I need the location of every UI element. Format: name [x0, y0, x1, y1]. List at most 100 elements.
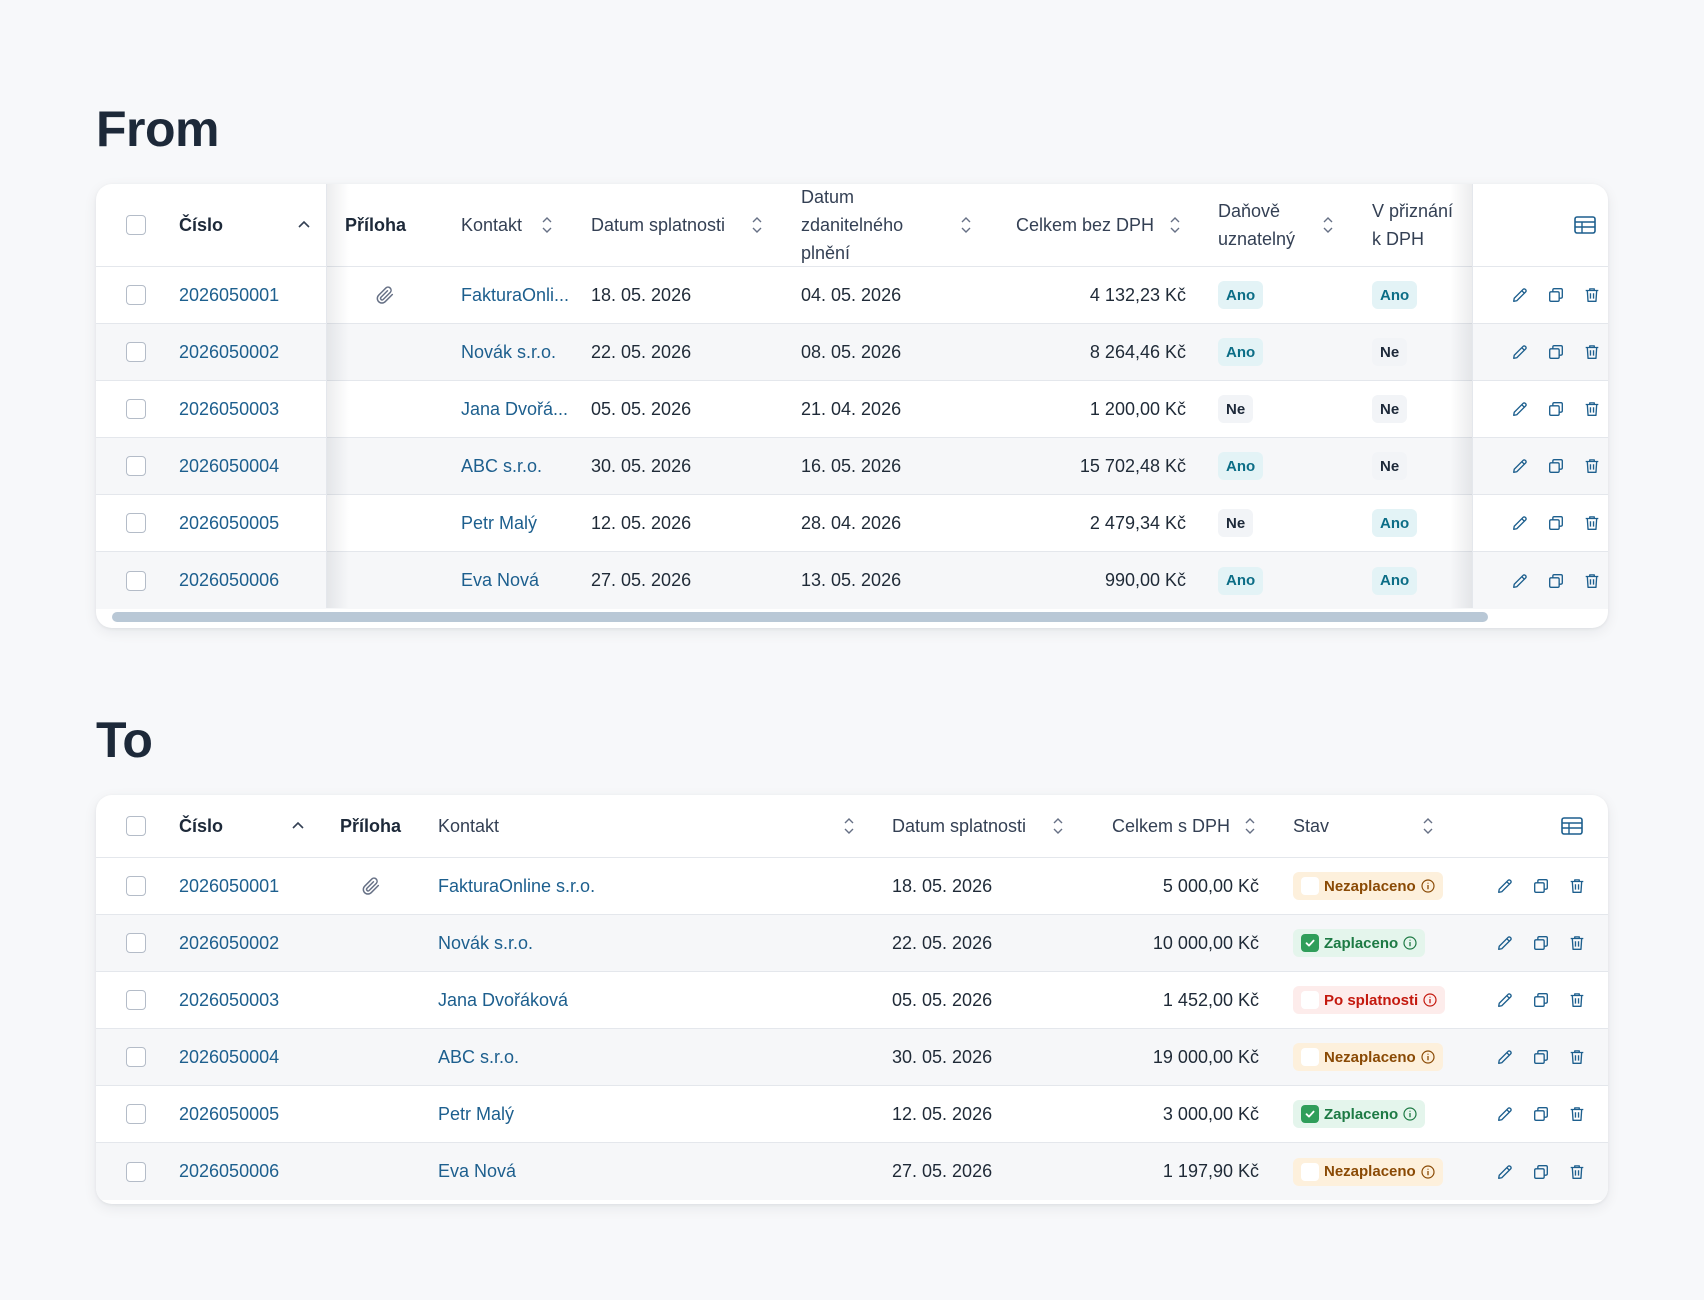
- status-checkbox[interactable]: [1301, 1162, 1319, 1181]
- pencil-icon[interactable]: [1496, 877, 1514, 895]
- pencil-icon[interactable]: [1511, 286, 1529, 304]
- trash-icon[interactable]: [1568, 1163, 1586, 1181]
- table-row[interactable]: 2026050003 Jana Dvořáková 05. 05. 2026 1 45…: [96, 972, 1608, 1029]
- row-checkbox[interactable]: [126, 324, 146, 380]
- trash-icon[interactable]: [1583, 514, 1601, 532]
- status-badge[interactable]: Nezaplaceno: [1293, 872, 1443, 900]
- pencil-icon[interactable]: [1511, 457, 1529, 475]
- status-badge[interactable]: Zaplaceno: [1293, 1100, 1426, 1128]
- invoice-number-link[interactable]: 2026050006: [179, 1161, 280, 1181]
- row-checkbox[interactable]: [126, 1029, 146, 1085]
- sort-icon[interactable]: [540, 184, 554, 266]
- pencil-icon[interactable]: [1496, 991, 1514, 1009]
- copy-icon[interactable]: [1532, 991, 1550, 1009]
- trash-icon[interactable]: [1583, 572, 1601, 590]
- header-datum-splatnosti[interactable]: Datum splatnosti: [892, 815, 1027, 836]
- sort-icon[interactable]: [1321, 184, 1335, 266]
- status-checkbox[interactable]: [1301, 1105, 1319, 1123]
- table-row[interactable]: 2026050005 Petr Malý 12. 05. 2026 28. 04. 2…: [96, 495, 1608, 552]
- status-checkbox[interactable]: [1301, 991, 1319, 1009]
- copy-icon[interactable]: [1547, 514, 1565, 532]
- contact-link[interactable]: Novák s.r.o.: [438, 932, 534, 953]
- trash-icon[interactable]: [1583, 343, 1601, 361]
- trash-icon[interactable]: [1568, 877, 1586, 895]
- header-stav[interactable]: Stav: [1293, 815, 1330, 836]
- table-row[interactable]: 2026050001 FakturaOnline s.r.o. 18. 05. 20…: [96, 858, 1608, 915]
- row-checkbox[interactable]: [126, 495, 146, 551]
- trash-icon[interactable]: [1568, 1048, 1586, 1066]
- pencil-icon[interactable]: [1511, 343, 1529, 361]
- table-row[interactable]: 2026050006 Eva Nová 27. 05. 2026 13. 05. 20…: [96, 552, 1608, 609]
- table-row[interactable]: 2026050006 Eva Nová 27. 05. 2026 1 197,90 K…: [96, 1143, 1608, 1200]
- chevron-up-icon[interactable]: [290, 795, 306, 857]
- copy-icon[interactable]: [1532, 877, 1550, 895]
- status-checkbox[interactable]: [1301, 1048, 1319, 1066]
- table-row[interactable]: 2026050003 Jana Dvořá... 05. 05. 2026 21. 0…: [96, 381, 1608, 438]
- table-row[interactable]: 2026050004 ABC s.r.o. 30. 05. 2026 19 000,0…: [96, 1029, 1608, 1086]
- header-celkem-bez-dph[interactable]: Celkem bez DPH: [1016, 214, 1155, 235]
- contact-link[interactable]: FakturaOnline s.r.o.: [438, 875, 596, 896]
- invoice-number-link[interactable]: 2026050003: [179, 398, 280, 419]
- contact-link[interactable]: FakturaOnli...: [461, 267, 579, 323]
- trash-icon[interactable]: [1568, 991, 1586, 1009]
- pencil-icon[interactable]: [1511, 514, 1529, 532]
- copy-icon[interactable]: [1547, 572, 1565, 590]
- invoice-number-link[interactable]: 2026050003: [179, 989, 280, 1010]
- info-icon[interactable]: [1421, 879, 1435, 893]
- contact-link[interactable]: Petr Malý: [461, 495, 579, 551]
- trash-icon[interactable]: [1583, 400, 1601, 418]
- paperclip-icon[interactable]: [360, 858, 382, 914]
- trash-icon[interactable]: [1583, 457, 1601, 475]
- trash-icon[interactable]: [1568, 934, 1586, 952]
- header-kontakt[interactable]: Kontakt: [461, 214, 523, 235]
- header-datum-zdanitelneho[interactable]: Datum zdanitelného plnění: [801, 187, 904, 263]
- header-celkem-s-dph[interactable]: Celkem s DPH: [1112, 815, 1231, 836]
- contact-link[interactable]: Eva Nová: [461, 552, 579, 609]
- table-columns-icon[interactable]: [1561, 795, 1583, 857]
- row-checkbox[interactable]: [126, 267, 146, 323]
- status-checkbox[interactable]: [1301, 877, 1319, 895]
- horizontal-scrollbar[interactable]: [112, 612, 1488, 622]
- row-checkbox[interactable]: [126, 972, 146, 1028]
- status-badge[interactable]: Zaplaceno: [1293, 929, 1426, 957]
- trash-icon[interactable]: [1568, 1105, 1586, 1123]
- copy-icon[interactable]: [1532, 1163, 1550, 1181]
- sort-icon[interactable]: [1421, 795, 1435, 857]
- pencil-icon[interactable]: [1496, 1105, 1514, 1123]
- copy-icon[interactable]: [1532, 1105, 1550, 1123]
- sort-icon[interactable]: [1051, 795, 1065, 857]
- select-all-checkbox[interactable]: [126, 184, 146, 266]
- pencil-icon[interactable]: [1511, 572, 1529, 590]
- invoice-number-link[interactable]: 2026050002: [179, 341, 280, 362]
- info-icon[interactable]: [1423, 993, 1437, 1007]
- invoice-number-link[interactable]: 2026050001: [179, 284, 280, 305]
- header-kontakt[interactable]: Kontakt: [438, 815, 500, 836]
- sort-icon[interactable]: [842, 795, 856, 857]
- table-columns-icon[interactable]: [1574, 184, 1596, 266]
- invoice-number-link[interactable]: 2026050002: [179, 932, 280, 953]
- copy-icon[interactable]: [1547, 343, 1565, 361]
- info-icon[interactable]: [1421, 1050, 1435, 1064]
- status-badge[interactable]: Nezaplaceno: [1293, 1043, 1443, 1071]
- contact-link[interactable]: Novák s.r.o.: [461, 324, 579, 380]
- contact-link[interactable]: Petr Malý: [438, 1103, 515, 1124]
- row-checkbox[interactable]: [126, 552, 146, 609]
- pencil-icon[interactable]: [1496, 1163, 1514, 1181]
- invoice-number-link[interactable]: 2026050005: [179, 512, 280, 533]
- invoice-number-link[interactable]: 2026050004: [179, 455, 280, 476]
- select-all-checkbox[interactable]: [126, 795, 146, 857]
- contact-link[interactable]: ABC s.r.o.: [461, 438, 579, 494]
- header-datum-splatnosti[interactable]: Datum splatnosti: [591, 214, 726, 235]
- chevron-up-icon[interactable]: [296, 184, 312, 266]
- header-danove-uznatelny[interactable]: Daňově uznatelný: [1218, 201, 1296, 249]
- status-badge[interactable]: Po splatnosti: [1293, 986, 1446, 1014]
- invoice-number-link[interactable]: 2026050001: [179, 875, 280, 896]
- table-row[interactable]: 2026050001 FakturaOnli... 18. 05. 2026 04. …: [96, 267, 1608, 324]
- pencil-icon[interactable]: [1496, 934, 1514, 952]
- row-checkbox[interactable]: [126, 915, 146, 971]
- contact-link[interactable]: Jana Dvořá...: [461, 381, 579, 437]
- invoice-number-link[interactable]: 2026050004: [179, 1046, 280, 1067]
- sort-icon[interactable]: [1243, 795, 1257, 857]
- copy-icon[interactable]: [1532, 934, 1550, 952]
- pencil-icon[interactable]: [1511, 400, 1529, 418]
